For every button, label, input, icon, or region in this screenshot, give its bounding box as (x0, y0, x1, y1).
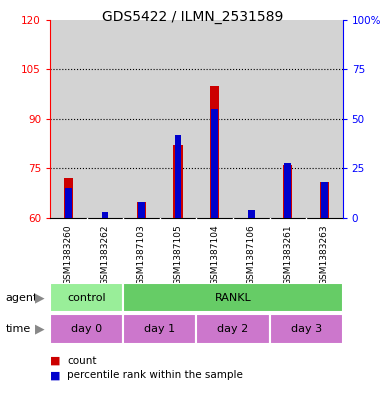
Text: day 3: day 3 (291, 324, 321, 334)
Bar (123, 283, 343, 312)
Text: ▶: ▶ (35, 291, 44, 304)
Bar (211, 109, 218, 218)
Text: control: control (67, 293, 106, 303)
Bar (175, 135, 181, 218)
Bar (248, 210, 254, 218)
Bar (102, 212, 108, 218)
Text: day 0: day 0 (71, 324, 102, 334)
Bar (210, 86, 219, 218)
Bar (123, 314, 196, 344)
Text: percentile rank within the sample: percentile rank within the sample (67, 370, 243, 380)
Bar (174, 145, 182, 218)
Text: day 2: day 2 (217, 324, 249, 334)
Text: count: count (67, 356, 97, 366)
Bar (285, 163, 291, 218)
Text: GSM1387105: GSM1387105 (174, 224, 182, 285)
Text: ▶: ▶ (35, 322, 44, 336)
Text: GDS5422 / ILMN_2531589: GDS5422 / ILMN_2531589 (102, 10, 283, 24)
Bar (50, 283, 123, 312)
Text: time: time (6, 324, 31, 334)
Text: RANKL: RANKL (214, 293, 251, 303)
Text: day 1: day 1 (144, 324, 175, 334)
Bar (137, 202, 146, 218)
Text: GSM1387103: GSM1387103 (137, 224, 146, 285)
Text: ■: ■ (50, 370, 60, 380)
Bar (196, 314, 270, 344)
Bar (270, 314, 343, 344)
Text: GSM1387106: GSM1387106 (247, 224, 256, 285)
Bar (283, 165, 292, 218)
Text: GSM1383262: GSM1383262 (100, 224, 109, 285)
Bar (65, 188, 72, 218)
Text: ■: ■ (50, 356, 60, 366)
Text: GSM1383260: GSM1383260 (64, 224, 73, 285)
Bar (50, 314, 123, 344)
Bar (138, 202, 145, 218)
Text: agent: agent (6, 292, 38, 303)
Text: GSM1383263: GSM1383263 (320, 224, 329, 285)
Text: GSM1383261: GSM1383261 (283, 224, 292, 285)
Bar (321, 182, 328, 218)
Bar (64, 178, 73, 218)
Bar (320, 182, 329, 218)
Text: GSM1387104: GSM1387104 (210, 224, 219, 285)
